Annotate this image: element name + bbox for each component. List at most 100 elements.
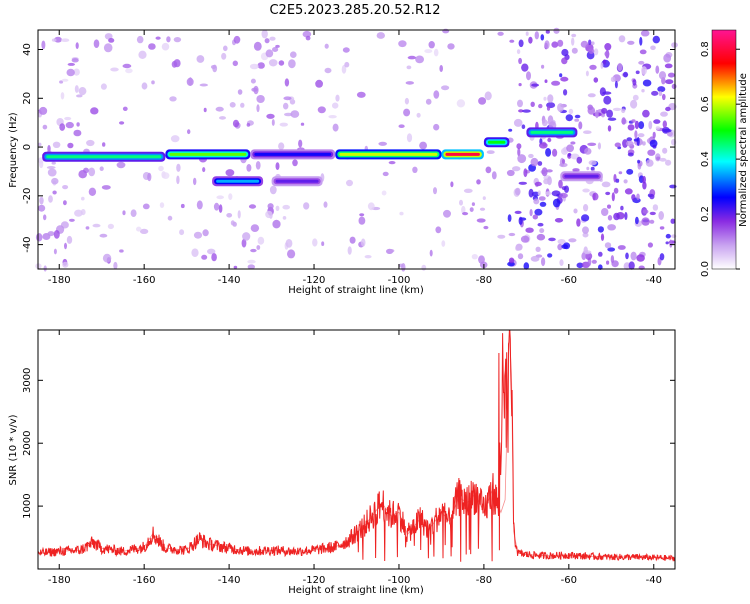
noise-blob [130, 209, 137, 217]
noise-blob [592, 192, 599, 201]
noise-blob [349, 236, 356, 244]
noise-blob [323, 201, 328, 208]
noise-blob [298, 139, 303, 148]
noise-blob [173, 37, 182, 43]
noise-blob [578, 121, 583, 130]
noise-blob [669, 239, 673, 248]
noise-blob [557, 39, 564, 47]
noise-blob [158, 165, 164, 172]
noise-blob [246, 123, 251, 127]
noise-blob [52, 190, 57, 195]
noise-blob [196, 55, 205, 63]
noise-blob [47, 231, 55, 237]
noise-blob [382, 171, 389, 177]
noise-blob [586, 166, 590, 171]
noise-blob [324, 67, 332, 74]
noise-blob [138, 50, 147, 59]
noise-blob [76, 122, 80, 127]
noise-blob [425, 98, 432, 105]
chart-title: C2E5.2023.285.20.52.R12 [269, 3, 440, 18]
noise-blob [347, 246, 352, 255]
noise-blob [202, 167, 206, 173]
noise-blob [547, 253, 553, 258]
noise-blob [51, 161, 56, 165]
noise-blob [587, 93, 596, 98]
noise-blob [364, 255, 372, 259]
snr-x-tick-label: -40 [646, 575, 662, 586]
colorbar-gradient [711, 29, 737, 270]
noise-blob [176, 175, 180, 185]
noise-blob [618, 171, 623, 175]
noise-blob [416, 112, 421, 118]
noise-blob [88, 187, 97, 196]
noise-blob [407, 55, 417, 60]
noise-blob [557, 239, 566, 245]
noise-blob [221, 52, 227, 60]
noise-blob [283, 102, 289, 110]
noise-blob [267, 203, 274, 210]
noise-blob [188, 77, 193, 86]
noise-blob [641, 89, 645, 93]
noise-blob [546, 106, 551, 111]
noise-blob [433, 123, 440, 131]
noise-blob [621, 108, 626, 114]
noise-blob [641, 66, 647, 75]
noise-blob [642, 109, 650, 118]
noise-blob [520, 235, 530, 243]
band-core [564, 174, 599, 178]
noise-blob [229, 102, 236, 108]
noise-blob [508, 128, 513, 132]
noise-blob [53, 248, 57, 255]
noise-blob [534, 181, 542, 187]
noise-blob [564, 185, 569, 193]
noise-blob [256, 245, 261, 250]
noise-blob [264, 38, 270, 44]
noise-blob [64, 116, 72, 121]
noise-blob [553, 27, 560, 34]
noise-blob [240, 102, 245, 108]
noise-blob [642, 209, 649, 214]
noise-blob [650, 45, 656, 51]
noise-blob [207, 248, 216, 255]
noise-blob [508, 257, 515, 264]
noise-blob [547, 94, 554, 103]
noise-blob [285, 239, 293, 248]
noise-blob [125, 68, 133, 74]
noise-blob [635, 70, 640, 75]
heatmap-x-tick-label: -40 [646, 275, 662, 286]
noise-blob [547, 137, 552, 143]
noise-blob [81, 196, 85, 201]
noise-blob [433, 187, 437, 195]
noise-blob [541, 257, 546, 267]
noise-blob [119, 121, 125, 125]
noise-blob [659, 253, 665, 261]
noise-blob [637, 133, 645, 138]
band-core [530, 130, 574, 134]
noise-blob [378, 141, 388, 146]
noise-blob [462, 212, 469, 216]
noise-blob [593, 48, 599, 56]
noise-blob [282, 204, 291, 210]
noise-blob [187, 129, 191, 135]
noise-blob [176, 163, 181, 172]
noise-blob [60, 92, 65, 100]
heatmap-bands [42, 127, 603, 187]
noise-blob [60, 38, 70, 42]
noise-blob [647, 242, 654, 248]
noise-blob [611, 192, 615, 202]
noise-blob [39, 196, 44, 205]
noise-blob [279, 122, 288, 127]
noise-blob [561, 57, 568, 65]
noise-blob [642, 175, 646, 184]
noise-blob [628, 261, 635, 270]
noise-blob [119, 249, 124, 253]
noise-blob [543, 96, 547, 101]
noise-blob [602, 59, 607, 65]
noise-blob [387, 249, 395, 253]
heatmap-panel: -180 -160 -140 -120 -100 -80 -60 -40 -40 -20 0 20 4… [8, 27, 678, 296]
noise-blob [162, 172, 170, 180]
snr-x-ticks: -180 -160 -140 -120 -100 -80 -60 -40 [48, 330, 662, 586]
noise-blob [573, 208, 578, 214]
noise-blob [561, 244, 568, 250]
noise-blob [604, 51, 610, 57]
